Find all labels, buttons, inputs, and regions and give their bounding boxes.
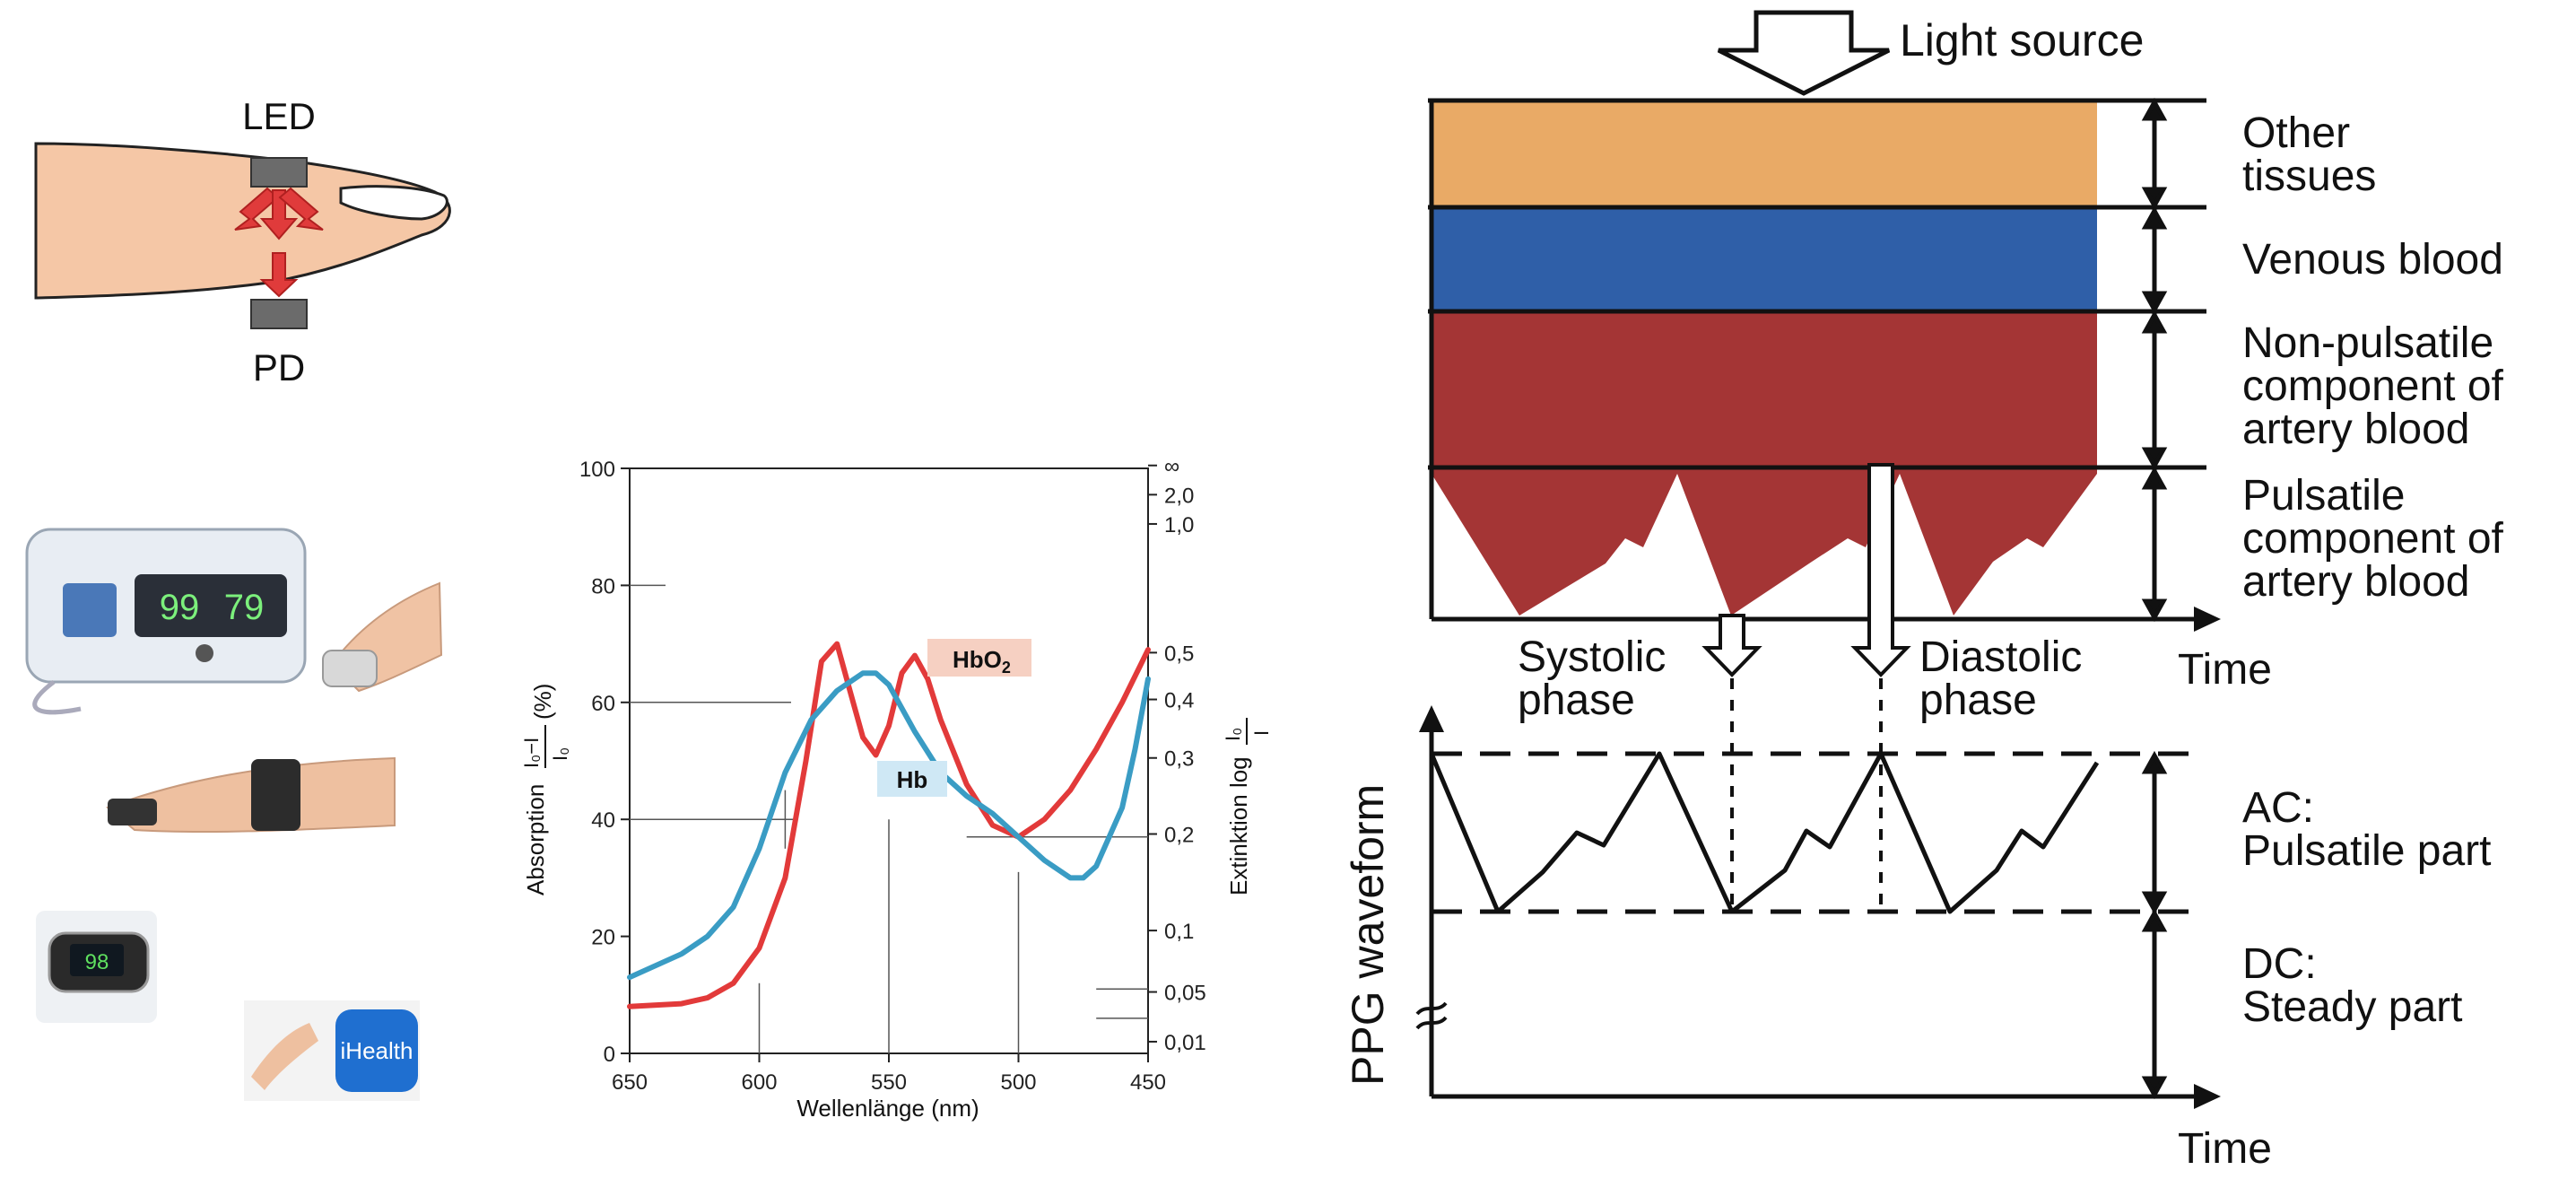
finger-sensor-illustration: LED PD [34, 95, 451, 389]
wrist-oximeter [106, 756, 396, 834]
svg-text:I₀: I₀ [549, 747, 571, 761]
layer-other-tissues [1432, 102, 2097, 206]
chart-series [627, 641, 1151, 1009]
monitor-spo2: 99 [160, 588, 200, 627]
phase-markers [1730, 678, 1883, 912]
svg-text:I: I [1250, 730, 1273, 736]
fingernail [339, 185, 448, 221]
right-tick-label: 0,3 [1164, 747, 1194, 772]
ppg-y-axis-label: PPG waveform [1343, 784, 1393, 1086]
reference-lines [1432, 751, 2206, 914]
right-tick-label: 0,01 [1164, 1031, 1206, 1055]
chart-ticks: 650 600 550 500 450 0 20 40 60 80 100 ∞ 2,0 1,0 0,5 0,4… [579, 455, 1206, 1095]
x-tick-label: 650 [612, 1070, 648, 1095]
led-emitter [250, 157, 308, 188]
diastolic-label: Diastolic phase [1919, 633, 2082, 724]
y-axis-label-left: Absorption I₀−I I₀ (%) [520, 684, 571, 895]
layer-pulsatile-artery [1432, 468, 2097, 616]
systolic-label: Systolic phase [1518, 633, 1666, 724]
layer-boundaries [1428, 98, 2206, 619]
svg-text:(%): (%) [529, 684, 556, 720]
label-pulsatile: Pulsatile component of artery blood [2242, 472, 2504, 606]
right-tick-label: 0,1 [1164, 920, 1194, 944]
led-label: LED [242, 95, 316, 137]
x-tick-label: 550 [871, 1070, 907, 1095]
finger-clip-sensor-hand [322, 581, 443, 693]
right-tick-label: 0,5 [1164, 642, 1194, 666]
svg-text:Absorption: Absorption [522, 784, 549, 895]
x-tick-label: 500 [1000, 1070, 1036, 1095]
ppg-diagram: Light source Time Other tissues [1343, 10, 2504, 1173]
time-label-bottom: Time [2178, 1125, 2272, 1173]
svg-text:Extinktion log: Extinktion log [1225, 756, 1252, 895]
hb-tag [877, 761, 947, 797]
ihealth-app: iHealth [244, 1000, 420, 1101]
series-line-hb [627, 670, 1151, 981]
time-axis-bottom-arrowhead [2194, 1084, 2221, 1109]
y-tick-label: 100 [579, 458, 615, 482]
pd-label: PD [253, 346, 305, 389]
right-tick-label: 0,4 [1164, 689, 1194, 713]
label-nonpulsatile: Non-pulsatile component of artery blood [2242, 319, 2504, 453]
systolic-arrow [1701, 614, 1762, 677]
ppg-y-axis-arrowhead [1419, 705, 1444, 732]
monitor-pulse: 79 [224, 588, 265, 627]
axis-break [1415, 1001, 1448, 1030]
layer-venous-blood [1432, 208, 2097, 310]
y-tick-label: 60 [591, 692, 615, 716]
hbo2-tag [927, 639, 1031, 677]
label-venous-blood: Venous blood [2242, 236, 2503, 284]
right-tick-label: 1,0 [1164, 513, 1194, 537]
x-axis-label: Wellenlänge (nm) [796, 1095, 979, 1122]
diastolic-arrow [1850, 463, 1911, 677]
time-label-top: Time [2178, 646, 2272, 694]
x-tick-label: 600 [741, 1070, 777, 1095]
right-tick-label: 2,0 [1164, 484, 1194, 508]
ppg-waveform [1429, 751, 2100, 914]
svg-text:I₀−I: I₀−I [520, 738, 543, 768]
hb-label: Hb [897, 766, 928, 793]
layer-labels: Other tissues Venous blood Non-pulsatile c… [2242, 109, 2504, 606]
finger-shape [34, 142, 451, 300]
ac-label: AC: Pulsatile part [2242, 784, 2491, 875]
light-source-arrow [1717, 10, 1891, 96]
hbo2-label: HbO2 [953, 646, 1011, 677]
y-tick-label: 80 [591, 574, 615, 598]
right-tick-label: 0,2 [1164, 824, 1194, 848]
y-tick-label: 40 [591, 808, 615, 833]
light-arrows [234, 187, 324, 298]
dc-label: DC: Steady part [2242, 940, 2462, 1031]
oximeter-reading: 98 [85, 950, 109, 974]
ac-dc-dimension-arrows [2141, 750, 2168, 1100]
right-tick-label: ∞ [1164, 455, 1179, 479]
y-tick-label: 20 [591, 926, 615, 950]
layer-nonpulsatile-artery [1432, 312, 2097, 467]
label-other-tissues: Other tissues [2242, 109, 2376, 200]
y-axis-label-right: Extinktion log I₀ I [1222, 718, 1273, 895]
absorption-chart: 650 600 550 500 450 0 20 40 60 80 100 ∞ 2,0 1,0 0,5 0,4… [520, 455, 1273, 1122]
layer-dimension-arrows [2141, 97, 2168, 623]
time-axis-top-arrowhead [2194, 607, 2221, 632]
svg-text:I₀: I₀ [1222, 728, 1244, 741]
app-label: iHealth [341, 1037, 413, 1064]
y-tick-label: 0 [604, 1043, 615, 1067]
photodetector [250, 299, 308, 329]
bedside-pulse-oximeter: 99 79 [25, 528, 307, 715]
light-source-label: Light source [1900, 15, 2144, 66]
chart-grid [630, 584, 1148, 1053]
fingertip-oximeter: 98 [36, 911, 157, 1023]
right-tick-label: 0,05 [1164, 982, 1206, 1006]
x-tick-label: 450 [1130, 1070, 1166, 1095]
